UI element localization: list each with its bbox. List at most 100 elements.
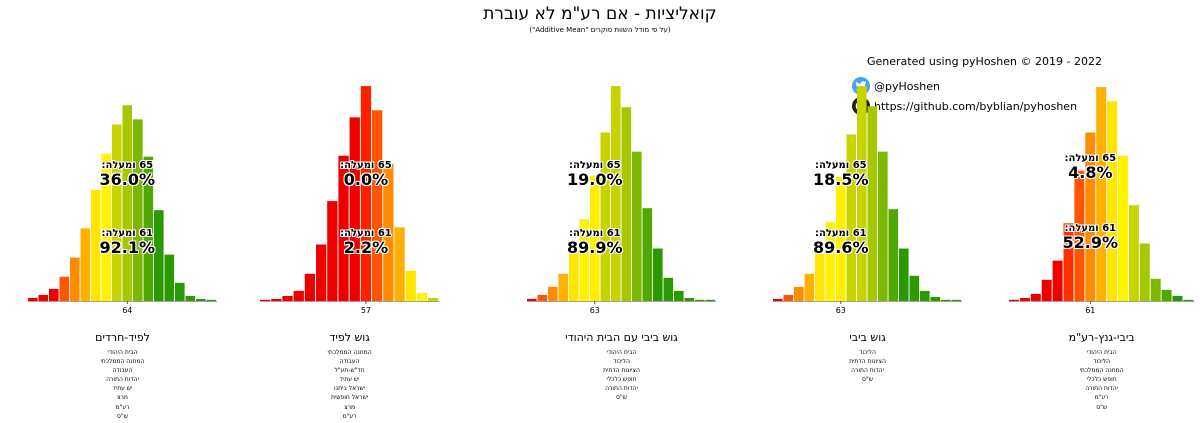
party-name: יש עתיד (339, 376, 360, 384)
party-name: ישראל ביתנו (334, 385, 366, 393)
histogram-bar (663, 277, 674, 301)
histogram-bar (1096, 87, 1107, 301)
party-name: הליכוד (613, 358, 630, 366)
panel-title: גוש לפיד (329, 331, 370, 344)
histogram-bar (316, 244, 327, 301)
party-name: יהדות התורה (106, 376, 139, 384)
party-name: הציונות הדתית (603, 367, 640, 375)
party-list: הבית היהודי המחנה הממלכתי העבודה יהדות התור… (13, 348, 233, 421)
party-name: המחנה הממלכתי (327, 349, 372, 356)
histogram-bar (196, 298, 206, 301)
histogram-bar (1118, 155, 1128, 301)
x-tick-label: 63 (835, 306, 846, 315)
party-name: יהדות התורה (605, 385, 638, 393)
histogram-bar (579, 219, 590, 301)
histogram-bar (899, 248, 909, 301)
party-name: הבית היהודי (1086, 349, 1117, 356)
histogram-bar (1150, 278, 1161, 301)
histogram-bar (122, 105, 133, 302)
histogram-bar (537, 294, 548, 301)
histogram-bar (372, 110, 383, 301)
party-name: הציונות הדתית (849, 358, 886, 366)
histogram-bar (133, 119, 143, 301)
histogram-bar (28, 297, 38, 301)
panel-title: גוש ביבי עם הבית היהודי (565, 331, 678, 344)
histogram-bar (338, 155, 349, 301)
histogram-bar (383, 163, 394, 301)
histogram-bar (394, 227, 405, 301)
histogram-bar (91, 190, 101, 301)
github-url: https://github.com/byblian/pyhoshen (874, 99, 1078, 113)
histogram-bar (1107, 101, 1118, 301)
histogram-bar (1019, 297, 1030, 301)
generated-credit: Generated using pyHoshen © 2019 - 2022 (867, 55, 1102, 68)
chart-title: קואליציות - אם רע"מ לא עוברת (483, 4, 717, 24)
x-tick-label: 64 (122, 306, 133, 315)
histogram-bar (260, 299, 271, 301)
histogram-bar (695, 299, 705, 301)
histogram-bar (154, 210, 164, 301)
histogram-bar (70, 257, 80, 301)
histogram-bar (558, 273, 569, 301)
party-name: הליכוד (1093, 358, 1111, 366)
histogram-bar (327, 201, 338, 301)
panel-title: גוש ביבי (849, 331, 886, 344)
histogram-bar (1074, 170, 1085, 301)
histogram-bar (1009, 299, 1019, 301)
histogram-bar (611, 86, 621, 302)
histogram-bar (815, 253, 825, 301)
histogram-bar (360, 86, 372, 302)
party-name: העבודה (339, 358, 360, 366)
histogram-bar (930, 296, 941, 301)
panel-5-bars (1009, 87, 1195, 304)
party-name: המחנה הממלכתי (100, 358, 145, 366)
histogram-bar (888, 209, 899, 301)
histogram-bar (674, 290, 684, 301)
histogram-bar (112, 124, 122, 301)
histogram-bar (867, 106, 878, 301)
party-name: הבית היהודי (606, 349, 637, 356)
histogram-bar (653, 248, 663, 301)
panel-3-bars (527, 86, 716, 304)
histogram-bar (1183, 299, 1194, 301)
histogram-bar (621, 107, 632, 301)
histogram-bar (836, 176, 846, 301)
histogram-bar (846, 134, 857, 301)
x-tick-label: 63 (589, 306, 600, 315)
histogram-bar (1063, 223, 1074, 301)
party-name: הבית היהודי (107, 349, 138, 356)
party-list: הבית היהודי הליכוד המחנה הממלכתי חופש כלכלי… (992, 348, 1200, 412)
histogram-bar (773, 298, 783, 301)
histogram-bar (600, 132, 611, 301)
party-name: העבודה (112, 367, 133, 375)
party-name: חופש כלכלי (606, 376, 637, 384)
histogram-bar (143, 156, 154, 301)
party-name: יש עתיד (112, 385, 133, 393)
party-name: מרצ (344, 403, 356, 411)
histogram-bar (527, 298, 537, 301)
panel-4-bars (773, 86, 962, 304)
histogram-bar (684, 297, 695, 301)
histogram-bar (1052, 260, 1063, 301)
histogram-bar (878, 151, 888, 301)
histogram-bar (1139, 243, 1150, 301)
histogram-bar (920, 290, 930, 301)
party-name: ש"ס (862, 376, 873, 384)
histogram-bar (857, 86, 867, 302)
histogram-bar (1041, 279, 1052, 301)
party-name: יהדות התורה (851, 367, 884, 375)
histogram-bar (632, 151, 642, 301)
histogram-bar (590, 175, 600, 301)
histogram-bar (642, 208, 653, 301)
party-name: יהדות התורה (1085, 385, 1119, 393)
party-name: רע"מ (342, 412, 357, 420)
histogram-bar (794, 286, 804, 301)
panel-2-bars (260, 86, 440, 304)
party-name: רע"מ (115, 403, 130, 411)
histogram-bar (38, 294, 49, 301)
x-tick-label: 61 (1085, 306, 1096, 315)
histogram-bar (783, 294, 794, 301)
x-tick-label: 57 (360, 306, 372, 315)
party-name: חד"ש-תע"ל (334, 367, 365, 375)
